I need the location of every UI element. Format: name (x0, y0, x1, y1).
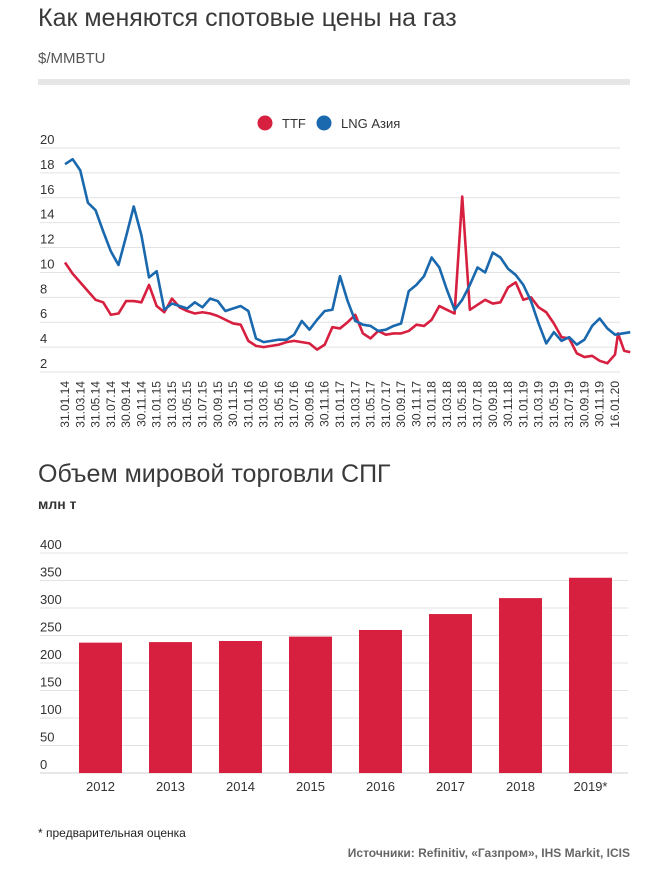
x-tick-label: 30.09.14 (119, 381, 133, 428)
x-tick-label: 31.05.19 (547, 381, 561, 428)
x-tick-label: 31.03.14 (73, 381, 87, 428)
y-tick-label: 4 (40, 331, 47, 346)
footnote: * предварительная оценка (38, 826, 186, 840)
x-tick-label: 31.07.14 (104, 381, 118, 428)
x-tick-label: 31.03.18 (440, 381, 454, 428)
x-tick-label: 30.09.16 (302, 381, 316, 428)
y-tick-label: 350 (40, 565, 62, 580)
x-tick-label: 31.03.19 (532, 381, 546, 428)
source-note: Источники: Refinitiv, «Газпром», IHS Mar… (347, 846, 630, 860)
x-tick-label: 30.11.14 (134, 381, 148, 427)
x-tick-label: 2017 (436, 779, 465, 794)
x-tick-label: 30.11.15 (226, 381, 240, 427)
x-tick-label: 31.03.16 (257, 381, 271, 428)
series-line-lng-asia (64, 157, 631, 346)
bar-2014 (219, 641, 262, 773)
x-tick-label: 31.01.18 (425, 381, 439, 428)
x-tick-label: 2019* (574, 779, 608, 794)
chart2-unit-label: млн т (38, 496, 77, 512)
x-tick-label: 2015 (296, 779, 325, 794)
x-tick-label: 30.11.16 (318, 381, 332, 427)
x-tick-label: 31.03.15 (165, 381, 179, 428)
chart1-title: Как меняются спотовые цены на газ (38, 4, 457, 32)
y-tick-label: 250 (40, 620, 62, 635)
y-tick-label: 0 (40, 757, 47, 772)
x-tick-label: 30.11.17 (409, 381, 423, 427)
x-tick-label: 2016 (366, 779, 395, 794)
legend-label: LNG Азия (341, 116, 400, 131)
y-tick-label: 150 (40, 675, 62, 690)
x-tick-label: 31.05.18 (455, 381, 469, 428)
bar-2016 (359, 630, 402, 773)
y-tick-label: 16 (40, 182, 54, 197)
x-tick-label: 2018 (506, 779, 535, 794)
legend-marker-lng-asia (316, 115, 332, 131)
x-tick-label: 31.05.15 (180, 381, 194, 428)
x-tick-label: 31.07.18 (471, 381, 485, 428)
x-tick-label: 2012 (86, 779, 115, 794)
gas-price-line-chart: 2 4 6 8 10 12 14 16 18 20 31.01.14 31.03.14 31.05.14… (40, 115, 631, 428)
x-tick-label: 31.01.16 (241, 381, 255, 428)
chart2-title: Объем мировой торговли СПГ (38, 460, 391, 488)
x-tick-label: 30.09.19 (577, 381, 591, 428)
y-tick-label: 8 (40, 281, 47, 296)
header-divider (38, 79, 630, 85)
x-tick-label: 31.07.19 (562, 381, 576, 428)
chart1-unit-label: $/MMBTU (38, 50, 106, 67)
bar-2019 (569, 577, 612, 773)
x-tick-label: 31.05.16 (272, 381, 286, 428)
y-tick-label: 100 (40, 702, 62, 717)
legend-label: TTF (282, 116, 306, 131)
x-tick-label: 31.07.17 (379, 381, 393, 428)
x-tick-label: 31.07.15 (196, 381, 210, 428)
bar-2015 (289, 636, 332, 773)
y-tick-label: 6 (40, 306, 47, 321)
y-tick-label: 2 (40, 356, 47, 371)
bar-2018 (499, 598, 542, 773)
x-tick-label: 30.09.15 (211, 381, 225, 428)
y-tick-label: 12 (40, 232, 54, 247)
y-tick-label: 20 (40, 132, 54, 147)
x-tick-label: 30.11.18 (501, 381, 515, 427)
x-tick-label: 31.01.14 (58, 381, 72, 428)
x-tick-label: 31.01.17 (333, 381, 347, 428)
x-tick-label: 30.11.19 (593, 381, 607, 427)
x-tick-label: 31.01.19 (516, 381, 530, 428)
bar-2013 (149, 642, 192, 773)
x-tick-label: 2013 (156, 779, 185, 794)
x-tick-label: 16.01.20 (608, 381, 622, 428)
x-tick-label: 31.07.16 (287, 381, 301, 428)
y-tick-label: 10 (40, 256, 54, 271)
y-tick-label: 50 (40, 730, 54, 745)
y-tick-label: 200 (40, 647, 62, 662)
x-tick-label: 30.09.17 (394, 381, 408, 428)
y-tick-label: 14 (40, 207, 54, 222)
x-tick-label: 30.09.18 (486, 381, 500, 428)
x-tick-label: 31.05.14 (89, 381, 103, 428)
y-tick-label: 300 (40, 592, 62, 607)
x-tick-label: 31.01.15 (150, 381, 164, 428)
bar-2012 (79, 642, 122, 773)
x-tick-label: 31.05.17 (364, 381, 378, 428)
y-tick-label: 18 (40, 157, 54, 172)
legend-marker-ttf (257, 115, 273, 131)
y-tick-label: 400 (40, 537, 62, 552)
x-tick-label: 2014 (226, 779, 255, 794)
x-tick-label: 31.03.17 (348, 381, 362, 428)
bar-2017 (429, 614, 472, 773)
series-line-ttf (63, 195, 631, 365)
